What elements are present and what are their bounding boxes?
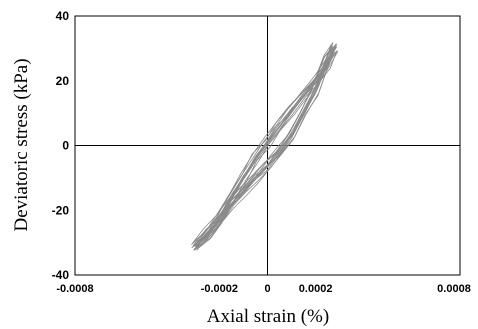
loading-branch-line <box>194 48 334 251</box>
unloading-branch-line <box>195 46 336 248</box>
y-tick-label: -20 <box>52 203 70 217</box>
hysteresis-loops <box>191 42 339 251</box>
unloading-branch-line <box>191 47 332 245</box>
x-tick-label: 0.0008 <box>437 283 471 295</box>
unloading-branch-line <box>193 48 335 251</box>
loading-branch-line <box>192 42 334 244</box>
unloading-branch-line <box>196 50 337 251</box>
loading-branch-line <box>195 46 336 246</box>
y-axis-title: Deviatoric stress (kPa) <box>11 58 32 231</box>
x-tick-label: 0.0002 <box>299 283 333 295</box>
y-tick-label: 0 <box>62 139 69 153</box>
x-tick-labels: -0.0008 -0.0002 0 0.0002 0.0008 <box>56 283 470 295</box>
x-axis-title: Axial strain (%) <box>207 306 329 327</box>
y-tick-label: 20 <box>56 74 70 88</box>
x-tick-label: 0 <box>264 283 270 295</box>
loading-branch-line <box>191 44 332 249</box>
y-tick-labels: -40 -20 0 20 40 <box>52 9 70 282</box>
loading-branch-line <box>192 47 333 247</box>
y-tick-label: 40 <box>56 9 70 23</box>
x-tick-label: -0.0008 <box>56 283 93 295</box>
y-tick-label: -40 <box>52 268 70 282</box>
x-tick-label: -0.0002 <box>201 283 238 295</box>
